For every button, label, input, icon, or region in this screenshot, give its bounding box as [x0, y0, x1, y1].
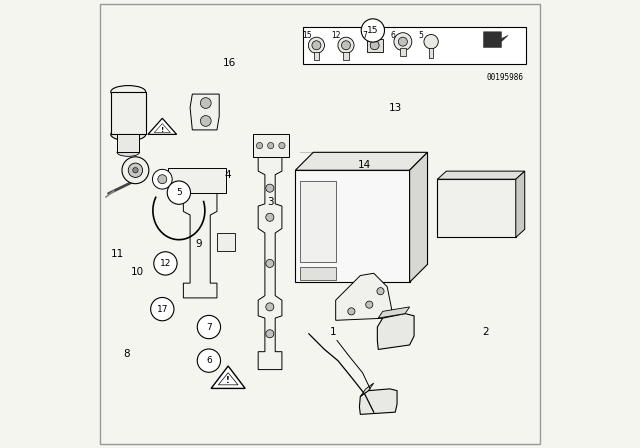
Circle shape	[122, 157, 149, 184]
Circle shape	[279, 142, 285, 149]
Bar	[303, 27, 526, 64]
Circle shape	[167, 181, 191, 204]
Polygon shape	[378, 314, 414, 349]
Circle shape	[197, 315, 221, 339]
Bar	[111, 92, 146, 134]
Circle shape	[128, 163, 143, 177]
Polygon shape	[516, 171, 525, 237]
Text: 7: 7	[206, 323, 212, 332]
Circle shape	[365, 301, 373, 308]
Text: 6: 6	[206, 356, 212, 365]
Polygon shape	[296, 170, 410, 282]
Polygon shape	[437, 171, 525, 179]
Polygon shape	[168, 168, 226, 193]
Text: 3: 3	[268, 197, 274, 207]
Circle shape	[377, 288, 384, 295]
Polygon shape	[211, 366, 245, 388]
Text: 00195986: 00195986	[487, 73, 524, 82]
Polygon shape	[218, 373, 238, 385]
Circle shape	[197, 349, 221, 372]
Circle shape	[394, 33, 412, 51]
Polygon shape	[484, 32, 508, 47]
Circle shape	[200, 116, 211, 126]
Polygon shape	[253, 134, 289, 157]
Bar	[367, 39, 383, 52]
Text: 5: 5	[419, 31, 424, 40]
Text: 14: 14	[358, 160, 371, 170]
Polygon shape	[258, 157, 282, 370]
Text: 12: 12	[160, 259, 171, 268]
Polygon shape	[360, 383, 374, 396]
Circle shape	[348, 308, 355, 315]
Text: 10: 10	[131, 267, 144, 277]
Polygon shape	[154, 124, 170, 133]
Bar	[300, 181, 336, 262]
Circle shape	[361, 19, 385, 42]
Circle shape	[266, 213, 274, 221]
Polygon shape	[148, 118, 177, 134]
Circle shape	[266, 330, 274, 338]
Text: 5: 5	[176, 188, 182, 197]
Circle shape	[424, 34, 438, 49]
Text: 1: 1	[330, 327, 337, 336]
Circle shape	[370, 41, 379, 50]
Circle shape	[158, 175, 167, 184]
Text: 15: 15	[301, 31, 312, 40]
Polygon shape	[410, 152, 428, 282]
Text: 11: 11	[111, 250, 124, 259]
Circle shape	[342, 41, 351, 50]
Bar	[437, 179, 516, 237]
Bar	[400, 48, 406, 56]
Ellipse shape	[111, 86, 146, 98]
Text: !: !	[161, 127, 164, 133]
Circle shape	[266, 259, 274, 267]
Polygon shape	[190, 94, 220, 130]
Bar	[314, 52, 319, 60]
Circle shape	[150, 297, 174, 321]
Circle shape	[152, 169, 172, 189]
Ellipse shape	[117, 148, 140, 156]
Text: 4: 4	[225, 170, 232, 180]
Bar	[343, 52, 349, 60]
Text: 9: 9	[196, 239, 202, 249]
Text: 8: 8	[123, 349, 130, 359]
Ellipse shape	[111, 128, 146, 141]
Text: 13: 13	[388, 103, 402, 112]
Text: 17: 17	[157, 305, 168, 314]
Polygon shape	[217, 233, 235, 251]
Polygon shape	[296, 152, 428, 170]
Circle shape	[257, 142, 262, 149]
Polygon shape	[184, 193, 217, 298]
Circle shape	[266, 184, 274, 192]
Circle shape	[308, 37, 324, 53]
Bar	[300, 267, 336, 280]
Text: !: !	[226, 376, 230, 385]
Circle shape	[268, 142, 274, 149]
Circle shape	[200, 98, 211, 108]
Bar	[429, 48, 433, 58]
Circle shape	[312, 41, 321, 50]
Text: 6: 6	[390, 31, 396, 40]
Circle shape	[338, 37, 354, 53]
Text: 12: 12	[332, 31, 341, 40]
Circle shape	[132, 168, 138, 173]
Polygon shape	[336, 273, 392, 320]
Circle shape	[266, 303, 274, 311]
Text: 15: 15	[367, 26, 379, 35]
Text: 2: 2	[483, 327, 489, 336]
Bar	[117, 134, 140, 152]
Polygon shape	[360, 389, 397, 414]
Circle shape	[398, 37, 408, 46]
Circle shape	[154, 252, 177, 275]
Text: 7: 7	[362, 31, 367, 40]
Text: 16: 16	[223, 58, 236, 68]
Polygon shape	[378, 307, 410, 318]
